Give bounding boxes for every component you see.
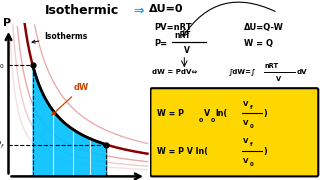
- Text: 0: 0: [250, 124, 253, 129]
- Text: V: V: [243, 158, 248, 164]
- Text: W = Q: W = Q: [244, 39, 273, 48]
- Text: V: V: [276, 76, 281, 82]
- Text: ): ): [263, 109, 267, 118]
- Text: dW = PdV⇔: dW = PdV⇔: [152, 69, 197, 75]
- Text: P=: P=: [154, 39, 167, 48]
- Text: nRT: nRT: [264, 63, 278, 69]
- Text: P$_f$: P$_f$: [0, 138, 5, 151]
- Text: ∫dW=∫: ∫dW=∫: [228, 69, 256, 75]
- FancyBboxPatch shape: [150, 88, 318, 176]
- Text: ΔU=Q-W: ΔU=Q-W: [244, 23, 284, 32]
- Text: W = P V ln(: W = P V ln(: [157, 147, 208, 156]
- Text: P: P: [3, 18, 11, 28]
- Text: 0: 0: [199, 118, 203, 123]
- Text: ln(: ln(: [216, 109, 228, 118]
- Text: V: V: [243, 120, 248, 126]
- Text: dW: dW: [52, 83, 89, 115]
- Text: ⇒: ⇒: [133, 5, 143, 18]
- Text: Isotherms: Isotherms: [32, 32, 88, 43]
- Text: f: f: [250, 142, 252, 147]
- Text: Isothermic: Isothermic: [44, 4, 119, 17]
- Text: PV=nRT: PV=nRT: [154, 23, 191, 32]
- Text: dV: dV: [296, 69, 307, 75]
- Text: V: V: [204, 109, 210, 118]
- Text: ΔU=0: ΔU=0: [149, 4, 183, 15]
- Text: V: V: [243, 100, 248, 107]
- Text: f: f: [250, 105, 252, 110]
- Text: W = P: W = P: [157, 109, 184, 118]
- Text: ): ): [263, 147, 267, 156]
- Text: 0: 0: [211, 118, 215, 123]
- Text: V: V: [243, 138, 248, 144]
- Text: P$_0$: P$_0$: [0, 59, 5, 71]
- Text: 0: 0: [250, 162, 253, 167]
- Text: nRT: nRT: [174, 31, 190, 40]
- Text: V: V: [184, 46, 190, 55]
